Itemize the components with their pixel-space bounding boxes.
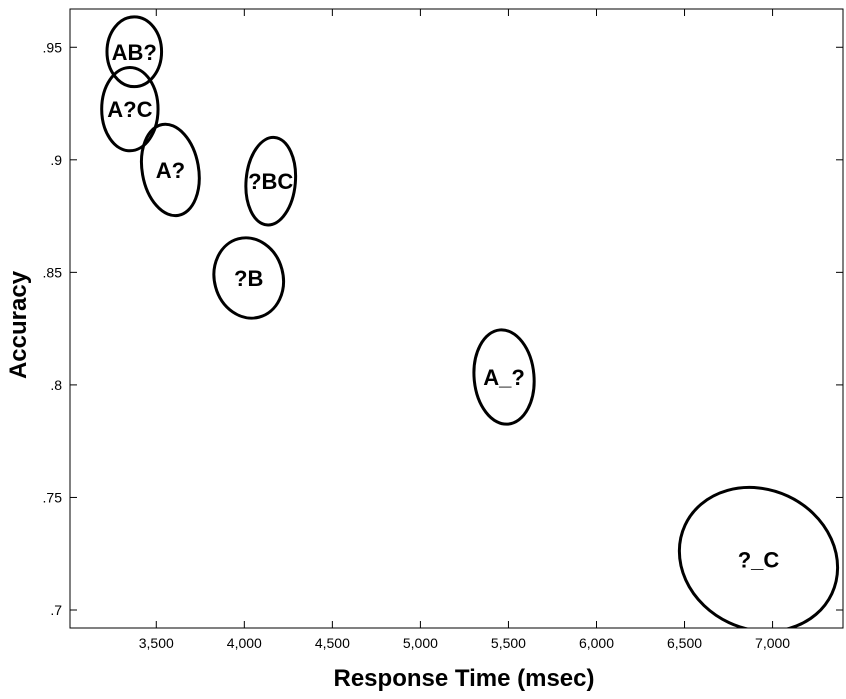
y-tick-label: .9 [50,152,62,168]
data-point-label: A?C [107,97,152,122]
x-tick-label: 5,500 [491,635,526,651]
data-points: AB? A?C A? ?BC ?B A_? ?_C [100,15,840,628]
data-point-ellipse [677,485,840,628]
data-point-label: ?B [234,266,263,291]
data-point-label: ?BC [248,169,293,194]
y-tick-label: .8 [50,377,62,393]
data-point-label: AB? [112,40,157,65]
data-point-label: ?_C [738,547,780,572]
data-point: ?B [212,236,286,320]
data-point-ellipse [105,15,164,89]
data-point: A_? [472,328,536,426]
data-point-ellipse [139,122,201,218]
data-point: A? [139,122,201,218]
x-tick-label: 6,000 [579,635,614,651]
x-tick-label: 7,000 [755,635,790,651]
data-point: ?_C [677,485,840,628]
data-point-label: A_? [483,365,525,390]
y-tick-label: .95 [43,39,63,55]
data-point-ellipse [244,135,298,227]
data-point-ellipse [212,236,286,320]
y-axis: .7 .75 .8 .85 .9 .95 [43,39,843,618]
data-point: ?BC [244,135,298,227]
plot-frame [69,8,844,629]
data-point-ellipse [100,66,160,153]
y-tick-label: .75 [43,489,63,505]
data-point: A?C [100,66,160,153]
x-tick-label: 4,500 [315,635,350,651]
y-axis-title: Accuracy [5,270,32,379]
y-tick-label: .7 [50,602,62,618]
x-tick-label: 6,500 [667,635,702,651]
x-axis-title: Response Time (msec) [334,665,595,692]
plot-border [69,8,844,629]
x-axis: 3,500 4,000 4,500 5,000 5,500 6,000 6,500 7,000 [139,9,790,651]
x-tick-label: 3,500 [139,635,174,651]
data-point-ellipse [472,328,536,426]
y-tick-label: .85 [43,264,63,280]
x-tick-label: 5,000 [403,635,438,651]
x-tick-label: 4,000 [227,635,262,651]
data-point: AB? [105,15,164,89]
data-point-label: A? [156,158,185,183]
